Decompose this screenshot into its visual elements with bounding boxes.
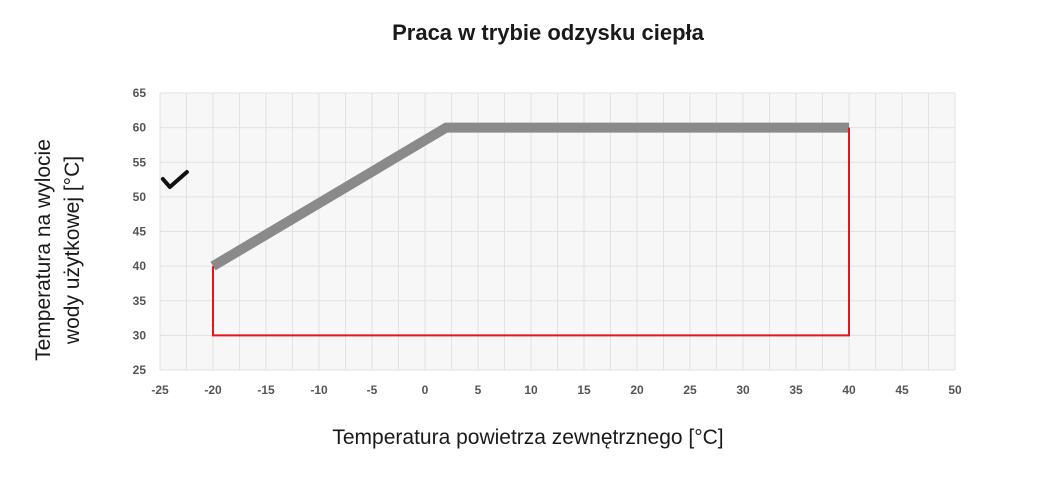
- x-tick-label: 45: [895, 383, 909, 397]
- x-tick-label: -20: [204, 383, 222, 397]
- y-tick-labels: 65 60 55 50 45 40 35 30 25: [133, 86, 147, 377]
- annotation-layer: [160, 170, 189, 190]
- x-tick-label: 30: [736, 383, 750, 397]
- series-line-max-temperature: [210, 122, 849, 271]
- y-tick-label: 65: [133, 86, 147, 100]
- x-axis-label: Temperatura powietrza zewnętrznego [°C]: [332, 426, 723, 449]
- x-tick-label: 5: [475, 383, 482, 397]
- x-tick-label: 10: [524, 383, 538, 397]
- y-tick-label: 30: [133, 328, 147, 342]
- x-tick-label: -5: [367, 383, 378, 397]
- y-tick-label: 45: [133, 225, 147, 239]
- chart-title: Praca w trybie odzysku ciepła: [392, 20, 705, 45]
- y-tick-label: 35: [133, 294, 147, 308]
- x-tick-labels: -25 -20 -15 -10 -5 0 5 10 15 20 25 30 35 40 45 50: [151, 383, 962, 397]
- y-axis-label-line-2: wody użytkowej [°C]: [61, 156, 84, 345]
- x-tick-label: 35: [789, 383, 803, 397]
- y-tick-label: 40: [133, 259, 147, 273]
- y-tick-label: 50: [133, 190, 147, 204]
- y-tick-label: 55: [133, 155, 147, 169]
- check-icon: [160, 170, 189, 190]
- y-tick-label: 60: [133, 121, 147, 135]
- grid: [159, 92, 956, 371]
- y-tick-label: 25: [133, 363, 147, 377]
- x-tick-label: 15: [577, 383, 591, 397]
- x-tick-label: 50: [948, 383, 962, 397]
- x-tick-label: -10: [310, 383, 328, 397]
- x-tick-label: -25: [151, 383, 169, 397]
- series-outline-operating-area: [212, 127, 850, 337]
- y-axis-label-line-1: Temperatura na wylocie: [32, 139, 55, 361]
- y-axis-label: Temperatura na wylocie wody użytkowej [°…: [32, 139, 84, 361]
- x-tick-label: 20: [630, 383, 644, 397]
- x-tick-label: 40: [842, 383, 856, 397]
- series-layer: [210, 122, 850, 337]
- x-tick-label: 0: [422, 383, 429, 397]
- x-tick-label: 25: [683, 383, 697, 397]
- x-tick-label: -15: [257, 383, 275, 397]
